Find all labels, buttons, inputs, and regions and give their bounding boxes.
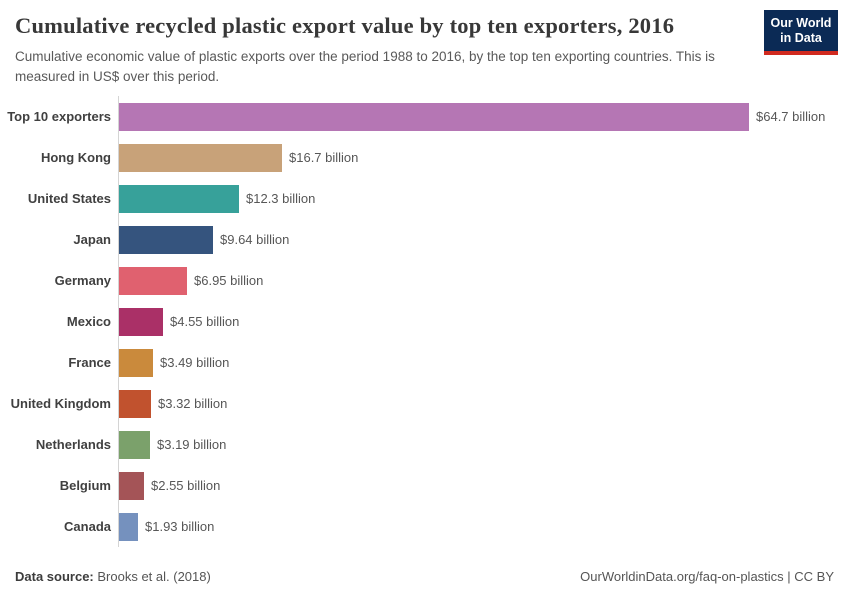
bar-area: $3.19 billion [118, 424, 850, 466]
bar-row: Mexico $4.55 billion [0, 301, 850, 343]
category-label: United States [27, 191, 111, 207]
bar [119, 266, 187, 295]
bar [119, 471, 144, 500]
value-label: $9.64 billion [220, 232, 290, 248]
bar-area: $16.7 billion [118, 137, 850, 179]
bar-row: France $3.49 billion [0, 342, 850, 384]
bar-row: Hong Kong $16.7 billion [0, 137, 850, 179]
bar [119, 348, 153, 377]
category-label: Mexico [66, 314, 111, 330]
bar [119, 430, 150, 459]
category-label: Top 10 exporters [7, 109, 111, 125]
value-label: $3.49 billion [160, 355, 230, 371]
category-label: Hong Kong [40, 150, 111, 166]
category-label: Canada [64, 519, 111, 535]
value-label: $3.32 billion [158, 396, 228, 412]
bar-row: Belgium $2.55 billion [0, 465, 850, 507]
value-label: $6.95 billion [194, 273, 264, 289]
bar-row: Netherlands $3.19 billion [0, 424, 850, 466]
bar [119, 102, 749, 131]
bar-area: $2.55 billion [118, 465, 850, 507]
value-label: $4.55 billion [170, 314, 240, 330]
value-label: $64.7 billion [756, 109, 826, 125]
category-label: Japan [73, 232, 111, 248]
bar [119, 143, 282, 172]
bar-row: Japan $9.64 billion [0, 219, 850, 261]
bar-area: $64.7 billion [118, 96, 850, 138]
chart-subtitle: Cumulative economic value of plastic exp… [15, 49, 715, 84]
bar [119, 307, 163, 336]
bar-row: United States $12.3 billion [0, 178, 850, 220]
value-label: $2.55 billion [151, 478, 221, 494]
value-label: $16.7 billion [289, 150, 359, 166]
bar-row: Canada $1.93 billion [0, 506, 850, 548]
chart-title: Cumulative recycled plastic export value… [15, 13, 675, 38]
bar-row: United Kingdom $3.32 billion [0, 383, 850, 425]
bar [119, 512, 138, 541]
value-label: $1.93 billion [145, 519, 215, 535]
data-source-value: Brooks et al. (2018) [97, 569, 211, 584]
footer-credit: OurWorldinData.org/faq-on-plastics | CC … [580, 569, 834, 584]
value-label: $12.3 billion [246, 191, 316, 207]
value-label: $3.19 billion [157, 437, 227, 453]
category-label: Belgium [59, 478, 111, 494]
chart-header: Cumulative recycled plastic export value… [0, 0, 850, 86]
bar-area: $4.55 billion [118, 301, 850, 343]
bar-row: Top 10 exporters $64.7 billion [0, 96, 850, 138]
bar [119, 184, 239, 213]
category-label: France [68, 355, 111, 371]
data-source: Data source: Brooks et al. (2018) [15, 569, 211, 584]
category-label: United Kingdom [10, 396, 111, 412]
bar-area: $6.95 billion [118, 260, 850, 302]
owid-logo-line2: in Data [780, 31, 822, 45]
bar-area: $9.64 billion [118, 219, 850, 261]
bar-area: $12.3 billion [118, 178, 850, 220]
owid-logo-line1: Our World [770, 16, 832, 30]
bar [119, 389, 151, 418]
bar-area: $3.32 billion [118, 383, 850, 425]
chart-footer: Data source: Brooks et al. (2018) OurWor… [0, 569, 850, 584]
bar-chart: Top 10 exporters $64.7 billion Hong Kong $1… [0, 96, 850, 548]
bar-area: $1.93 billion [118, 506, 850, 548]
owid-logo: Our World in Data [764, 10, 838, 55]
bar-row: Germany $6.95 billion [0, 260, 850, 302]
bar [119, 225, 213, 254]
data-source-label: Data source: [15, 569, 94, 584]
category-label: Germany [54, 273, 111, 289]
category-label: Netherlands [35, 437, 111, 453]
bar-area: $3.49 billion [118, 342, 850, 384]
